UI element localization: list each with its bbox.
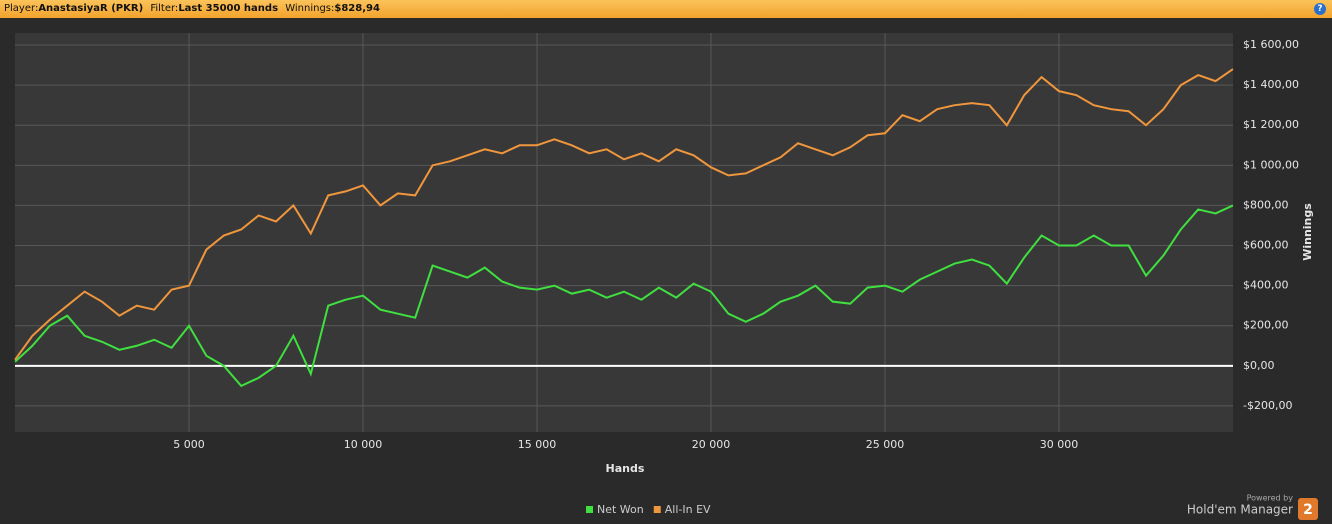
plot-area: [15, 33, 1233, 432]
x-tick-label: 20 000: [692, 438, 731, 451]
series-line: [14, 68, 1234, 361]
y-tick-label: $0,00: [1243, 359, 1275, 372]
series-line: [14, 204, 1234, 388]
y-tick-label: $800,00: [1243, 198, 1289, 211]
legend-swatch: [586, 506, 593, 513]
label: Filter:: [150, 3, 179, 14]
x-tick-label: 10 000: [344, 438, 383, 451]
brand: Hold'em Manager: [1187, 503, 1293, 517]
help-button[interactable]: ?: [1314, 3, 1326, 15]
y-tick-label: $1 000,00: [1243, 158, 1299, 171]
legend-label: Net Won: [597, 503, 644, 516]
x-tick-label: 15 000: [518, 438, 557, 451]
legend-swatch: [653, 506, 661, 513]
powered-by: Powered by: [1247, 494, 1294, 503]
filter: Last 35000 hands: [178, 3, 279, 14]
legend-label: All-In EV: [665, 503, 711, 516]
y-tick-label: $400,00: [1243, 279, 1289, 292]
player: AnastasiyaR (PKR): [38, 3, 144, 14]
y-tick-label: $1 200,00: [1243, 118, 1299, 131]
y-axis-label: Winnings: [1301, 203, 1314, 261]
x-tick-label: 5 000: [173, 438, 205, 451]
y-tick-label: $1 400,00: [1243, 78, 1299, 91]
y-tick-label: $200,00: [1243, 319, 1289, 332]
label: Winnings:: [285, 3, 335, 14]
logo: [1298, 498, 1318, 520]
y-tick-label: -$200,00: [1243, 399, 1292, 412]
chart: Hands Winnings Powered by Hold'em Manage…: [14, 33, 1318, 520]
y-tick-label: $1 600,00: [1243, 38, 1299, 51]
logo-text: 2: [1303, 502, 1313, 518]
y-tick-label: $600,00: [1243, 239, 1289, 252]
x-axis-label: Hands: [606, 462, 645, 475]
header-bar: Player:AnastasiyaR (PKR) Filter:Last 350…: [0, 0, 1332, 18]
x-tick-label: 30 000: [1040, 438, 1079, 451]
label: Player:: [4, 3, 39, 14]
x-tick-label: 25 000: [866, 438, 905, 451]
winnings: $828,94: [334, 3, 380, 14]
